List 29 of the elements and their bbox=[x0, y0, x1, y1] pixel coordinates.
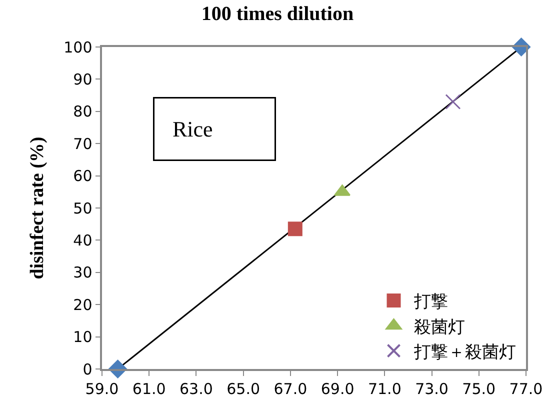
y-tick-label: 20 bbox=[73, 296, 92, 314]
y-tick-label: 60 bbox=[73, 167, 92, 186]
x-tick-label: 63.0 bbox=[180, 380, 213, 398]
y-tick-label: 40 bbox=[73, 231, 92, 250]
y-tick-label: 80 bbox=[73, 102, 92, 121]
x-tick-label: 59.0 bbox=[85, 380, 119, 398]
y-tick-label: 90 bbox=[73, 70, 92, 88]
legend-label: 打撃 bbox=[412, 292, 448, 312]
y-tick-label: 0 bbox=[82, 360, 92, 378]
x-tick-label: 67.0 bbox=[274, 380, 308, 398]
point bbox=[445, 94, 461, 110]
y-tick-label: 100 bbox=[64, 38, 92, 56]
x-tick-label: 65.0 bbox=[226, 380, 260, 398]
y-tick-label: 10 bbox=[73, 328, 92, 346]
y-tick-label: 30 bbox=[73, 264, 92, 282]
x-tick-label: 73.0 bbox=[415, 380, 448, 398]
point bbox=[288, 222, 302, 236]
x-tick-label: 77.0 bbox=[509, 380, 543, 398]
chart-title: 100 times dilution bbox=[201, 3, 354, 26]
y-tick-label: 70 bbox=[73, 134, 92, 153]
y-tick-label: 50 bbox=[73, 199, 92, 218]
legend-label: 殺菌灯 bbox=[414, 317, 465, 338]
y-axis-title: disinfect rate (%) bbox=[26, 136, 48, 280]
x-tick-label: 69.0 bbox=[320, 380, 354, 398]
x-tick-label: 71.0 bbox=[368, 380, 402, 398]
x-tick-label: 61.0 bbox=[132, 380, 166, 398]
annotation: Rice bbox=[172, 116, 213, 142]
x-tick-label: 75.0 bbox=[462, 380, 496, 398]
legend-label: 打撃＋殺菌灯 bbox=[412, 342, 516, 362]
